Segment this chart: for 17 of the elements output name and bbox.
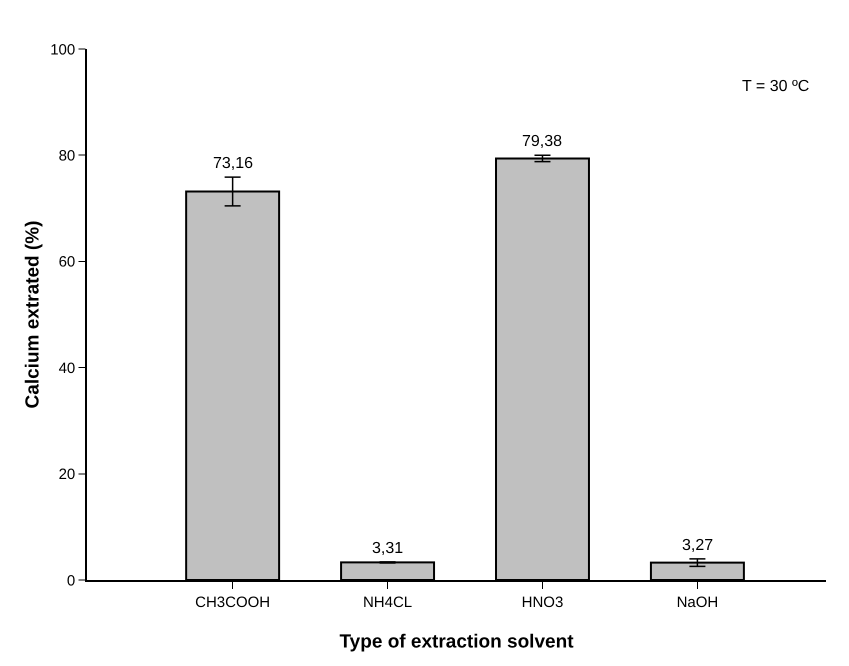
- annotation: T = 30 ºC: [742, 78, 810, 95]
- y-tick-label: 60: [58, 254, 76, 271]
- x-tick-label: NH4CL: [362, 594, 412, 611]
- x-axis-title: Type of extraction solvent: [339, 632, 574, 652]
- y-tick-label: 80: [58, 147, 76, 164]
- data-label: 3,31: [372, 540, 404, 557]
- x-tick-label: HNO3: [522, 594, 564, 611]
- y-tick-label: 0: [66, 572, 76, 590]
- x-tick-label: CH3COOH: [195, 594, 270, 611]
- y-tick-label: 100: [50, 41, 76, 58]
- x-tick-label: NaOH: [676, 594, 718, 611]
- y-axis-title: Calcium extrated (%): [22, 220, 44, 408]
- data-label: 79,38: [522, 133, 562, 150]
- y-tick-label: 40: [58, 360, 76, 377]
- data-label: 3,27: [682, 537, 714, 554]
- y-tick-label: 20: [58, 466, 76, 484]
- data-label: 73,16: [213, 155, 254, 172]
